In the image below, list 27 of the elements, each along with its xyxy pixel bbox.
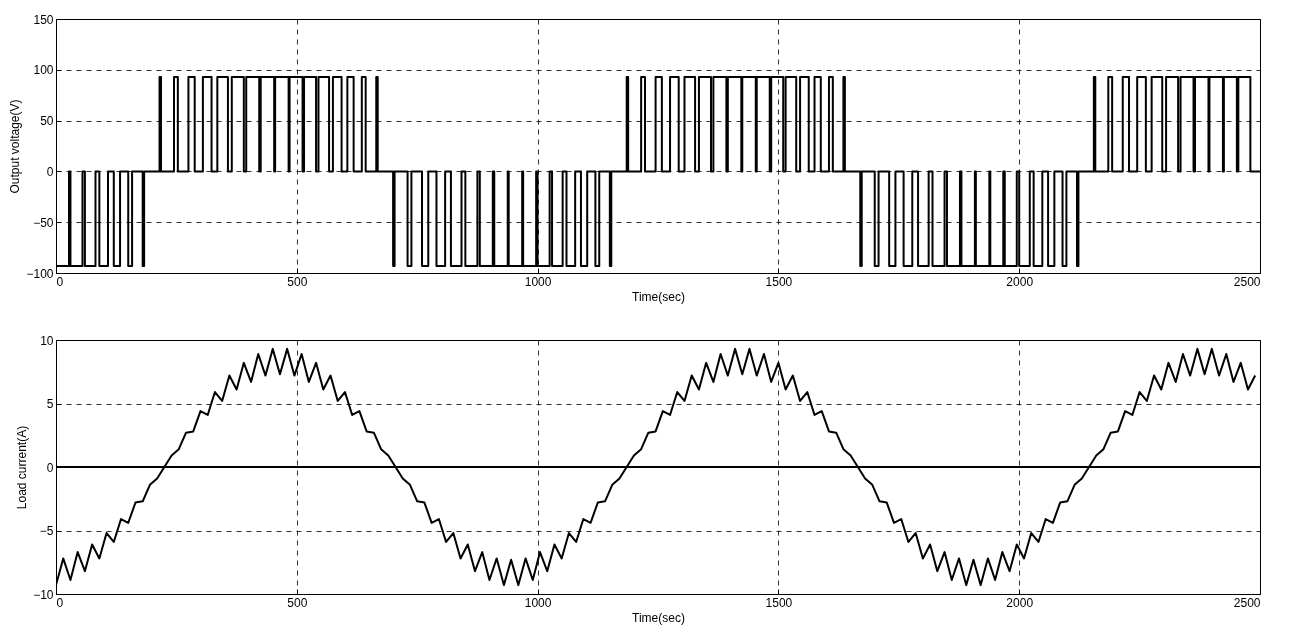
y-tick-label: −100 [26, 266, 54, 281]
x-tick-label: 2500 [1233, 595, 1261, 610]
x-tick-label: 1000 [524, 595, 552, 610]
y-axis-title: Load current(A) [15, 425, 30, 510]
x-tick-label: 0 [56, 595, 64, 610]
y-axis-title: Output voltage(V) [8, 99, 23, 194]
y-tick-label: 150 [33, 12, 54, 27]
y-tick-label: 100 [33, 63, 54, 78]
y-tick-label: −5 [39, 524, 54, 538]
y-tick-label: 5 [46, 397, 54, 411]
x-axis-title: Time(sec) [632, 610, 685, 625]
x-tick-label: 2000 [1006, 595, 1034, 610]
x-tick-label: 1500 [765, 595, 793, 610]
x-tick-label: 500 [287, 274, 308, 289]
x-tick-label: 500 [287, 595, 308, 610]
y-tick-label: 10 [40, 333, 54, 348]
y-tick-label: −10 [33, 587, 54, 602]
x-axis-title: Time(sec) [632, 289, 685, 304]
y-tick-label: 0 [46, 460, 54, 475]
y-tick-label: 50 [40, 114, 54, 129]
x-tick-label: 1000 [524, 274, 552, 289]
x-tick-label: 2000 [1006, 274, 1034, 289]
x-tick-label: 0 [56, 274, 64, 289]
y-tick-label: 0 [46, 164, 54, 179]
x-tick-label: 1500 [765, 274, 793, 289]
x-tick-label: 2500 [1233, 274, 1261, 289]
y-tick-label: −50 [33, 215, 54, 230]
